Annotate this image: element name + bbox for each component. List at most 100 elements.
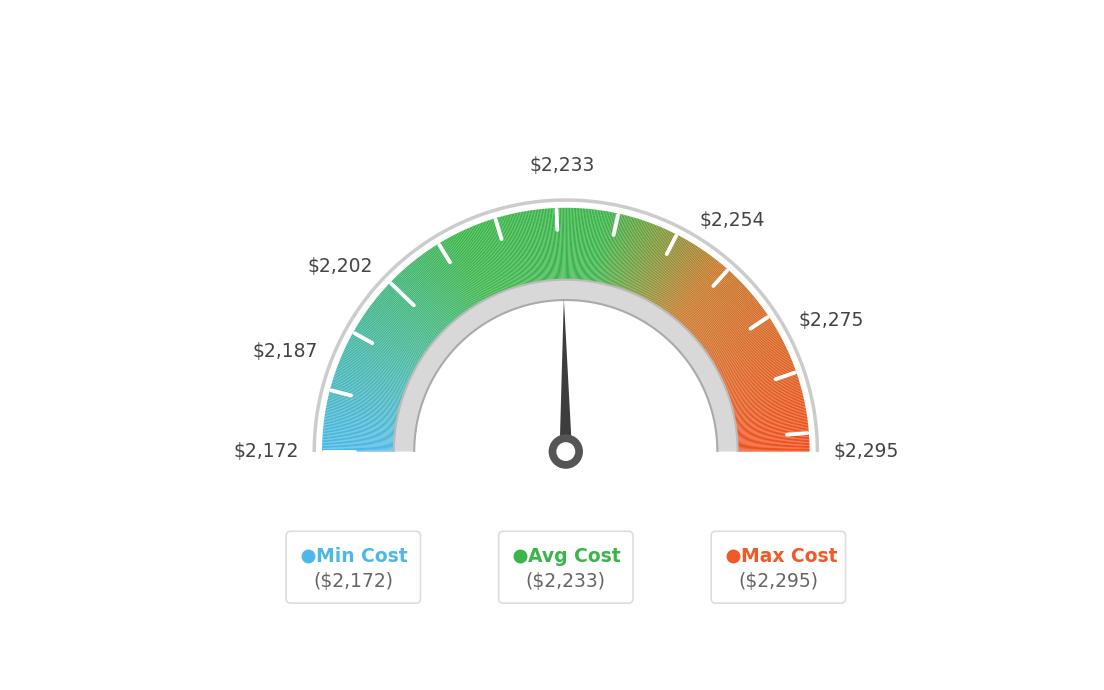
Wedge shape (565, 208, 567, 279)
Wedge shape (682, 273, 733, 326)
Wedge shape (731, 382, 800, 404)
Wedge shape (698, 296, 755, 343)
Wedge shape (587, 210, 598, 282)
Wedge shape (626, 224, 652, 291)
Wedge shape (336, 371, 404, 395)
Wedge shape (588, 210, 599, 282)
Wedge shape (729, 375, 798, 398)
Wedge shape (340, 359, 406, 387)
Wedge shape (692, 286, 745, 335)
Text: $2,254: $2,254 (700, 210, 765, 230)
Wedge shape (326, 406, 397, 420)
Wedge shape (468, 228, 498, 294)
Wedge shape (337, 368, 404, 393)
Wedge shape (733, 397, 804, 414)
Wedge shape (636, 229, 667, 295)
Wedge shape (322, 440, 394, 444)
Wedge shape (541, 209, 550, 281)
Wedge shape (404, 268, 453, 323)
Wedge shape (723, 352, 789, 382)
Wedge shape (486, 221, 511, 289)
Wedge shape (648, 237, 683, 301)
Wedge shape (540, 209, 549, 281)
Wedge shape (335, 373, 403, 397)
Wedge shape (323, 428, 394, 437)
Wedge shape (615, 218, 637, 287)
Wedge shape (733, 393, 803, 411)
Wedge shape (720, 344, 785, 377)
Wedge shape (702, 304, 761, 348)
Wedge shape (728, 369, 796, 395)
Wedge shape (331, 385, 401, 406)
Wedge shape (420, 255, 464, 314)
Wedge shape (701, 301, 758, 346)
Wedge shape (599, 213, 615, 283)
Wedge shape (427, 250, 469, 310)
Wedge shape (412, 262, 458, 319)
Wedge shape (360, 319, 422, 359)
Wedge shape (728, 368, 795, 393)
Wedge shape (333, 375, 403, 398)
Wedge shape (617, 219, 639, 288)
Wedge shape (735, 407, 806, 422)
Wedge shape (476, 224, 503, 292)
Wedge shape (479, 224, 506, 291)
Wedge shape (417, 257, 463, 315)
Wedge shape (655, 244, 693, 305)
Wedge shape (622, 221, 647, 290)
Wedge shape (372, 302, 429, 347)
Wedge shape (503, 215, 523, 286)
Wedge shape (734, 406, 806, 420)
Wedge shape (323, 427, 395, 435)
Wedge shape (581, 209, 588, 280)
Wedge shape (394, 277, 446, 329)
Wedge shape (611, 216, 630, 286)
Wedge shape (423, 253, 466, 313)
Polygon shape (559, 299, 573, 467)
Wedge shape (359, 321, 421, 360)
Wedge shape (325, 417, 395, 428)
Wedge shape (348, 342, 412, 375)
Wedge shape (385, 287, 439, 336)
Wedge shape (328, 395, 399, 413)
Wedge shape (566, 208, 569, 279)
Wedge shape (484, 221, 509, 290)
Wedge shape (389, 282, 442, 333)
Wedge shape (721, 345, 786, 377)
Wedge shape (469, 227, 499, 294)
Wedge shape (644, 235, 678, 299)
Wedge shape (362, 317, 423, 357)
Wedge shape (649, 239, 686, 302)
Wedge shape (322, 444, 394, 447)
Wedge shape (481, 222, 508, 290)
Wedge shape (736, 421, 808, 431)
Wedge shape (700, 299, 756, 344)
Wedge shape (734, 404, 805, 420)
Wedge shape (325, 418, 395, 429)
Wedge shape (507, 215, 526, 285)
Wedge shape (736, 418, 807, 429)
Wedge shape (344, 349, 410, 380)
Wedge shape (633, 226, 661, 293)
Wedge shape (501, 216, 521, 286)
Wedge shape (328, 398, 399, 415)
Wedge shape (704, 308, 764, 351)
Wedge shape (453, 235, 487, 299)
Wedge shape (729, 373, 797, 397)
Wedge shape (349, 339, 413, 373)
Wedge shape (393, 278, 445, 330)
Wedge shape (415, 259, 460, 317)
Wedge shape (666, 253, 709, 313)
Wedge shape (336, 369, 404, 395)
Wedge shape (371, 304, 428, 349)
Wedge shape (699, 297, 755, 344)
Text: $2,202: $2,202 (308, 257, 373, 276)
Wedge shape (365, 312, 425, 354)
Wedge shape (390, 282, 443, 333)
Wedge shape (466, 228, 497, 295)
Wedge shape (363, 315, 424, 356)
Wedge shape (737, 446, 809, 448)
Wedge shape (713, 325, 775, 363)
Wedge shape (578, 208, 586, 280)
Wedge shape (497, 217, 518, 287)
